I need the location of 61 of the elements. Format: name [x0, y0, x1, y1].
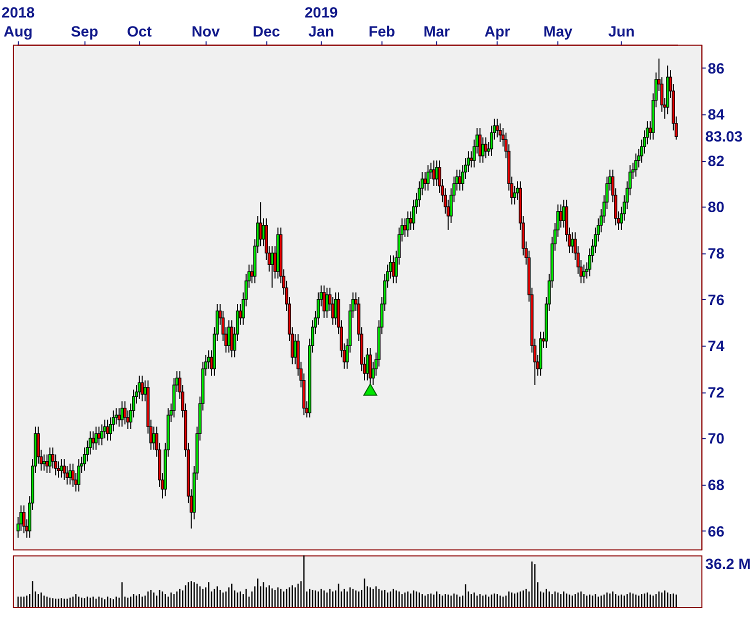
x-tick-label: 2019 Jan — [304, 5, 338, 40]
candlestick — [426, 164, 430, 192]
x-tick-label: Jun — [608, 24, 635, 40]
candlestick — [322, 284, 326, 318]
candlestick — [68, 463, 72, 486]
candlestick — [424, 172, 427, 192]
text: 83.03 — [705, 130, 743, 146]
candlestick — [45, 454, 49, 474]
candlestick — [106, 419, 110, 442]
candlestick — [435, 160, 438, 186]
candlestick — [582, 264, 586, 284]
y-tick-label: 70 — [708, 432, 724, 448]
candlestick — [559, 204, 562, 228]
candlestick — [478, 128, 482, 164]
candlestick — [123, 400, 126, 425]
x-tick-label: 2018 Aug — [2, 5, 35, 40]
candlestick — [140, 375, 144, 402]
y-tick-label: 76 — [708, 292, 724, 309]
candlestick — [97, 426, 101, 446]
x-tick-label: May — [543, 24, 574, 40]
y-tick-label: 66 — [708, 524, 724, 540]
candlestick — [334, 292, 338, 326]
candlestick — [513, 185, 516, 205]
y-tick-label: 72 — [708, 385, 724, 402]
y-tick-label: 74 — [708, 339, 726, 356]
candlestick — [325, 287, 329, 318]
candlestick — [496, 118, 499, 138]
candlestick — [62, 458, 66, 480]
candlestick — [120, 400, 124, 428]
y-tick-label: 84 — [708, 108, 726, 124]
candlestick — [270, 246, 274, 288]
x-tick-label: Dec — [252, 24, 280, 40]
candlestick — [406, 210, 410, 238]
candlestick — [484, 136, 488, 159]
y-tick-label: 68 — [708, 478, 724, 494]
x-tick-label: Mar — [423, 24, 450, 40]
x-tick-label: Sep — [70, 24, 98, 40]
candlestick — [634, 153, 638, 178]
candlestick — [71, 463, 75, 488]
candlestick — [458, 169, 462, 192]
y-tick-label: 86 — [708, 61, 724, 78]
candlestick — [259, 202, 262, 247]
text: 36.2 M — [705, 557, 751, 574]
candlestick — [100, 424, 104, 446]
x-tick-label: Feb — [368, 24, 396, 40]
y-tick-label: 78 — [708, 246, 724, 263]
x-tick-label: Nov — [192, 24, 221, 40]
candlestick — [94, 426, 98, 450]
candlestick — [118, 408, 121, 428]
y-tick-label: 82 — [708, 154, 724, 170]
candlestick — [42, 454, 46, 472]
x-tick-label: Apr — [484, 24, 510, 40]
candlestick — [77, 458, 80, 492]
candlestick — [230, 320, 234, 358]
candlestick — [22, 504, 26, 534]
candlestick — [498, 122, 502, 142]
x-tick-label: Oct — [126, 24, 152, 40]
y-tick-label: 80 — [708, 200, 724, 216]
candlestick — [432, 160, 436, 186]
candlestick — [92, 430, 95, 450]
candlestick — [368, 347, 372, 386]
